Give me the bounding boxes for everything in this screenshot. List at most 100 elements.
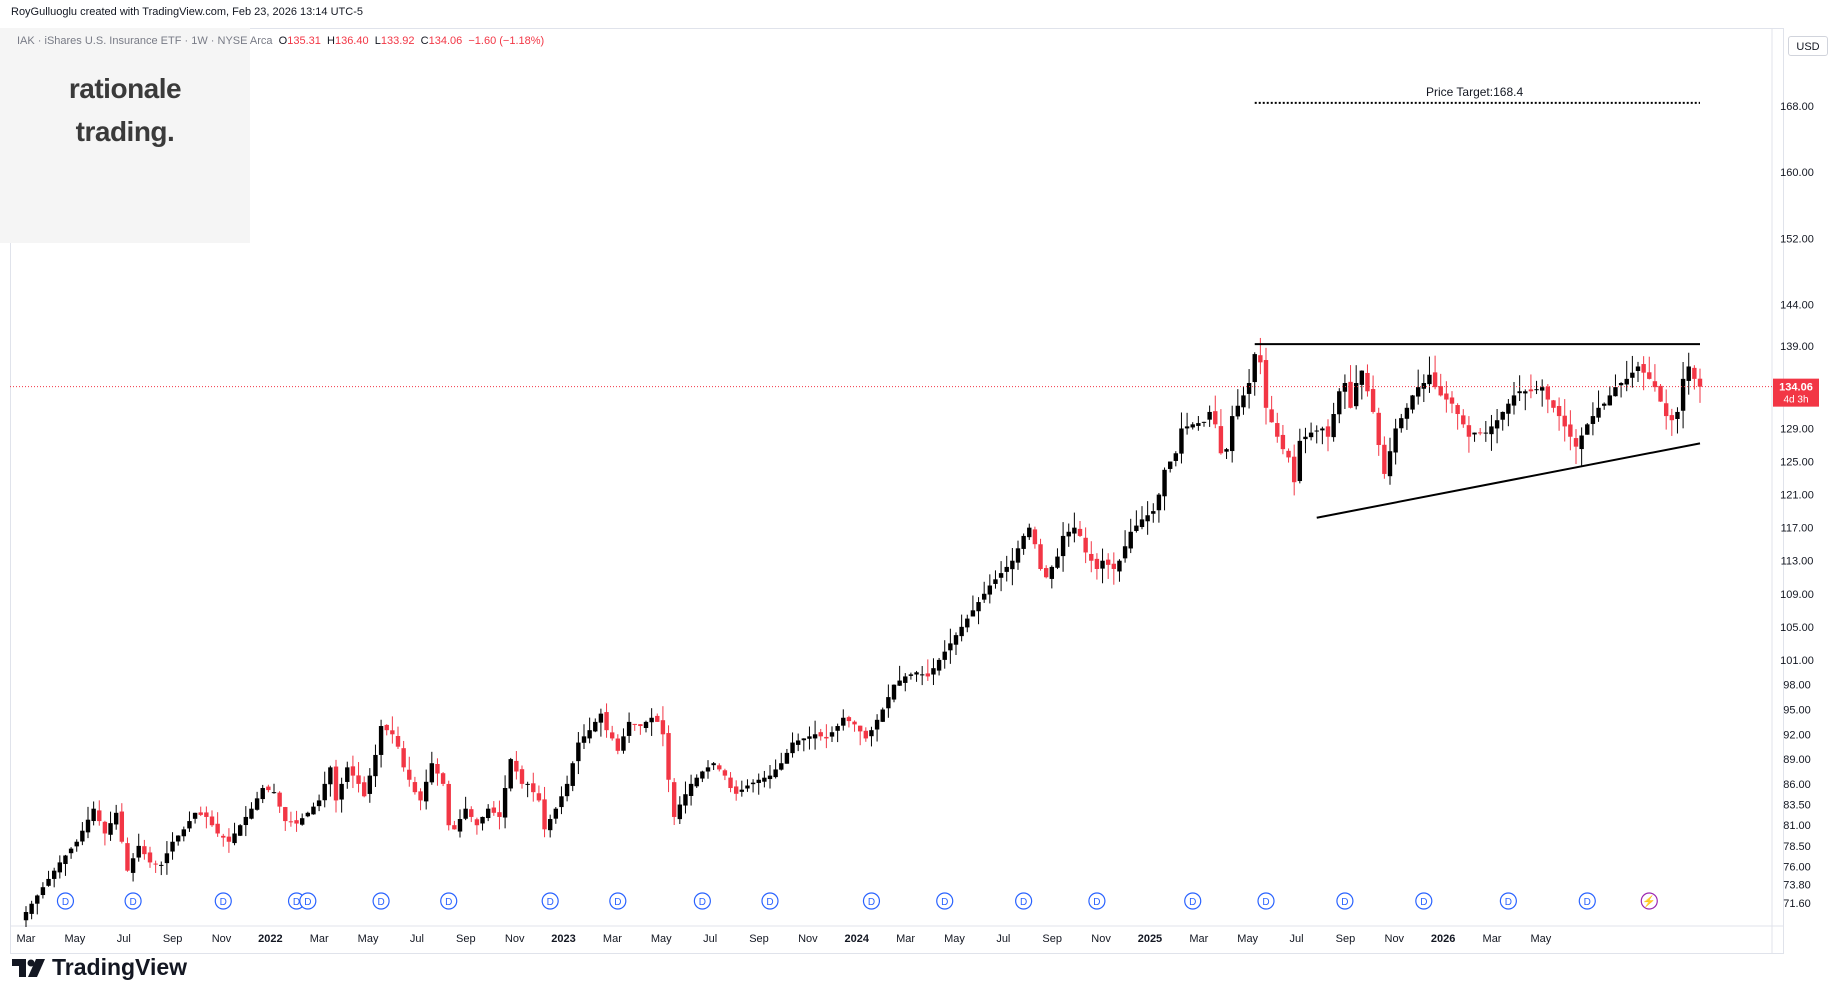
dividend-marker[interactable] (1499, 892, 1517, 910)
candle-body (773, 769, 778, 778)
candle-body (1337, 391, 1342, 415)
x-tick-label: 2022 (258, 933, 282, 945)
candle-body (271, 792, 277, 794)
candle-body (1675, 411, 1680, 419)
candle-body (959, 626, 964, 637)
candle-body (942, 651, 947, 660)
dividend-marker[interactable] (1578, 892, 1596, 910)
candle-body (1055, 556, 1060, 568)
dividend-marker[interactable] (1257, 892, 1275, 910)
candle-body (328, 767, 333, 785)
candle-body (626, 721, 632, 736)
candle-body (1539, 387, 1545, 391)
candle-body (1477, 432, 1483, 434)
candle-body (1252, 354, 1257, 383)
x-tick-label: Nov (212, 933, 232, 945)
candle-body (1021, 535, 1026, 549)
dividend-marker[interactable] (124, 892, 142, 910)
candle-body (192, 812, 198, 819)
support-line[interactable] (1316, 442, 1701, 519)
y-tick-label: 78.50 (1783, 841, 1811, 853)
candle-body (1038, 544, 1043, 569)
candle-body (232, 833, 237, 844)
candle-body (1511, 395, 1517, 406)
candle-body (1117, 560, 1122, 572)
x-tick-label: Jul (410, 933, 424, 945)
candle-body (976, 602, 981, 612)
candle-body (288, 821, 294, 823)
dividend-label: D (62, 897, 69, 908)
candle-body (204, 812, 209, 817)
close-label: C (420, 35, 429, 47)
candle-body (598, 713, 604, 723)
candle-body (1624, 378, 1629, 385)
candle-body (249, 808, 254, 819)
dividend-marker[interactable] (56, 892, 75, 910)
dividend-marker[interactable] (1184, 892, 1202, 910)
dividend-marker[interactable] (1415, 892, 1433, 910)
candle-body (1167, 461, 1173, 469)
candle-body (1387, 451, 1393, 477)
dividend-marker[interactable] (1088, 892, 1106, 910)
candle-body (514, 760, 519, 772)
x-tick-label: Nov (1091, 933, 1111, 945)
candle-body (80, 830, 85, 842)
candle-body (283, 807, 288, 822)
candle-body (683, 794, 688, 806)
dividend-marker[interactable] (862, 892, 881, 910)
x-tick-label: Mar (310, 933, 329, 945)
candle-body (1359, 370, 1365, 385)
candle-body (1545, 386, 1551, 400)
dividend-marker[interactable] (1336, 892, 1354, 910)
low-label: L (374, 35, 381, 47)
dividend-marker[interactable] (541, 892, 559, 910)
dividend-marker[interactable] (440, 892, 458, 910)
candle-body (1410, 395, 1415, 410)
candle-body (1585, 424, 1590, 435)
candle-body (801, 738, 807, 741)
currency-button[interactable]: USD (1788, 36, 1828, 56)
candle-body (322, 783, 327, 801)
dividend-marker[interactable] (1015, 892, 1033, 910)
dividend-label: D (699, 897, 706, 908)
low-value: 133.92 (380, 35, 415, 47)
candle-body (91, 808, 96, 822)
candle-body (655, 715, 660, 722)
candle-body (553, 808, 559, 819)
candle-body (649, 717, 654, 723)
dividend-label: D (1341, 897, 1348, 908)
dividend-marker[interactable] (609, 892, 627, 910)
candle-body (119, 811, 125, 842)
candle-body (1229, 416, 1235, 452)
candle-body (1523, 391, 1528, 394)
candle-body (829, 732, 835, 737)
x-tick-label: May (1237, 933, 1258, 945)
candle-body (1280, 434, 1286, 450)
candle-body (1043, 568, 1049, 578)
x-tick-label: Sep (456, 933, 476, 945)
candle-body (750, 782, 756, 785)
split-event-marker[interactable] (1640, 892, 1658, 910)
y-tick-label: 160.00 (1780, 167, 1814, 179)
candle-body (1122, 546, 1128, 559)
candle-body (463, 808, 468, 819)
candle-body (739, 789, 745, 792)
candle-body (1286, 450, 1291, 458)
candle-body (812, 734, 818, 739)
tradingview-brand[interactable]: TradingView (12, 954, 187, 981)
y-tick-label: 168.00 (1780, 101, 1814, 113)
dividend-marker[interactable] (214, 892, 232, 910)
x-tick-label: May (651, 933, 672, 945)
candle-body (564, 783, 570, 797)
dividend-marker[interactable] (299, 892, 317, 910)
symbol-title[interactable]: IAK · iShares U.S. Insurance ETF · 1W · … (17, 35, 273, 47)
candle-body (339, 783, 344, 800)
candle-body (485, 808, 491, 819)
candle-body (818, 732, 823, 737)
dividend-marker[interactable] (693, 892, 711, 910)
dividend-marker[interactable] (761, 892, 779, 910)
dividend-marker[interactable] (936, 892, 954, 910)
candle-body (795, 740, 801, 745)
dividend-marker[interactable] (372, 892, 390, 910)
